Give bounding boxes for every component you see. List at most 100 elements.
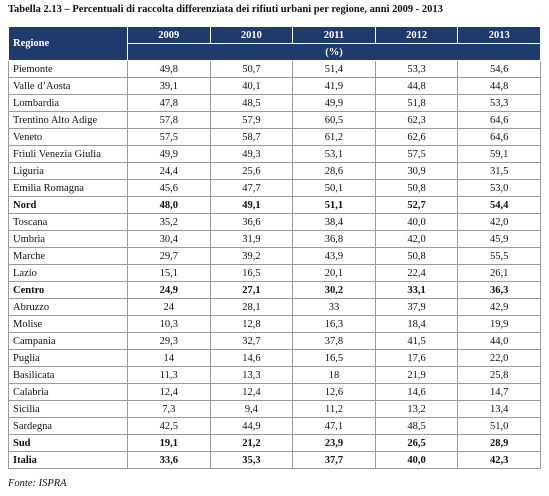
value-cell: 42,9: [457, 298, 541, 316]
value-cell: 39,2: [209, 247, 294, 265]
region-cell: Abruzzo: [8, 298, 128, 316]
value-cell: 42,3: [457, 451, 541, 469]
value-cell: 31,9: [209, 230, 294, 248]
value-cell: 25,8: [457, 366, 541, 384]
table-row: Abruzzo 24 28,1 33 37,9 42,9: [8, 298, 541, 316]
value-cell: 21,2: [209, 434, 294, 452]
value-cell: 53,0: [457, 179, 541, 197]
value-cell: 42,0: [457, 213, 541, 231]
value-cell: 13,3: [209, 366, 294, 384]
table-row: Lazio 15,1 16,5 20,1 22,4 26,1: [8, 264, 541, 282]
region-cell: Puglia: [8, 349, 128, 367]
region-cell: Lombardia: [8, 94, 128, 112]
value-cell: 51,8: [374, 94, 459, 112]
value-cell: 16,5: [292, 349, 376, 367]
value-cell: 16,3: [292, 315, 376, 333]
region-cell: Basilicata: [8, 366, 128, 384]
value-cell: 53,3: [457, 94, 541, 112]
year-header: 2011: [292, 26, 376, 44]
value-cell: 21,9: [374, 366, 459, 384]
data-table: Regione 2009 2010 2011 2012 2013 (%) Piemonte…: [8, 26, 541, 469]
table-row: Calabria 12,4 12,4 12,6 14,6 14,7: [8, 383, 541, 401]
value-cell: 57,5: [374, 145, 459, 163]
value-cell: 43,9: [292, 247, 376, 265]
value-cell: 64,6: [457, 111, 541, 129]
value-cell: 22,0: [457, 349, 541, 367]
value-cell: 35,3: [209, 451, 294, 469]
region-cell: Veneto: [8, 128, 128, 146]
value-cell: 14,6: [209, 349, 294, 367]
value-cell: 30,4: [127, 230, 211, 248]
value-cell: 49,8: [127, 60, 211, 78]
value-cell: 33,6: [127, 451, 211, 469]
value-cell: 28,6: [292, 162, 376, 180]
value-cell: 52,7: [374, 196, 459, 214]
value-cell: 12,8: [209, 315, 294, 333]
value-cell: 58,7: [209, 128, 294, 146]
table-row: Umbria 30,4 31,9 36,8 42,0 45,9: [8, 230, 541, 248]
value-cell: 33: [292, 298, 376, 316]
table-row: Toscana 35,2 36,6 38,4 40,0 42,0: [8, 213, 541, 231]
table-row: Molise 10,3 12,8 16,3 18,4 19,9: [8, 315, 541, 333]
value-cell: 54,6: [457, 60, 541, 78]
value-cell: 47,1: [292, 417, 376, 435]
value-cell: 19,9: [457, 315, 541, 333]
value-cell: 42,5: [127, 417, 211, 435]
table-row: Sicilia 7,3 9,4 11,2 13,2 13,4: [8, 400, 541, 418]
value-cell: 24: [127, 298, 211, 316]
value-cell: 37,9: [374, 298, 459, 316]
region-cell: Centro: [8, 281, 128, 299]
region-cell: Piemonte: [8, 60, 128, 78]
table-row: Marche 29,7 39,2 43,9 50,8 55,5: [8, 247, 541, 265]
region-cell: Marche: [8, 247, 128, 265]
value-cell: 33,1: [374, 281, 459, 299]
value-cell: 53,3: [374, 60, 459, 78]
value-cell: 57,9: [209, 111, 294, 129]
value-cell: 50,8: [374, 179, 459, 197]
value-cell: 12,4: [209, 383, 294, 401]
value-cell: 57,5: [127, 128, 211, 146]
value-cell: 40,0: [374, 451, 459, 469]
table-row: Nord 48,0 49,1 51,1 52,7 54,4: [8, 196, 541, 214]
value-cell: 36,3: [457, 281, 541, 299]
value-cell: 54,4: [457, 196, 541, 214]
table-row: Centro 24,9 27,1 30,2 33,1 36,3: [8, 281, 541, 299]
value-cell: 49,9: [127, 145, 211, 163]
table-body: Piemonte 49,8 50,7 51,4 53,3 54,6 Valle d’Aost…: [8, 60, 541, 469]
value-cell: 44,9: [209, 417, 294, 435]
value-cell: 41,5: [374, 332, 459, 350]
region-cell: Calabria: [8, 383, 128, 401]
value-cell: 14,7: [457, 383, 541, 401]
year-header: 2013: [457, 26, 541, 44]
value-cell: 36,6: [209, 213, 294, 231]
value-cell: 15,1: [127, 264, 211, 282]
value-cell: 61,2: [292, 128, 376, 146]
value-cell: 23,9: [292, 434, 376, 452]
region-cell: Emilia Romagna: [8, 179, 128, 197]
region-cell: Trentino Alto Adige: [8, 111, 128, 129]
value-cell: 35,2: [127, 213, 211, 231]
value-cell: 47,7: [209, 179, 294, 197]
value-cell: 49,3: [209, 145, 294, 163]
value-cell: 51,0: [457, 417, 541, 435]
region-cell: Liguria: [8, 162, 128, 180]
value-cell: 13,2: [374, 400, 459, 418]
table-row: Sardegna 42,5 44,9 47,1 48,5 51,0: [8, 417, 541, 435]
value-cell: 40,1: [209, 77, 294, 95]
table-row: Liguria 24,4 25,6 28,6 30,9 31,5: [8, 162, 541, 180]
value-cell: 29,7: [127, 247, 211, 265]
value-cell: 62,3: [374, 111, 459, 129]
table-row: Veneto 57,5 58,7 61,2 62,6 64,6: [8, 128, 541, 146]
value-cell: 44,0: [457, 332, 541, 350]
value-cell: 17,6: [374, 349, 459, 367]
table-row: Campania 29,3 32,7 37,8 41,5 44,0: [8, 332, 541, 350]
year-header: 2010: [209, 26, 294, 44]
unit-label: (%): [127, 43, 541, 61]
table-row: Basilicata 11,3 13,3 18 21,9 25,8: [8, 366, 541, 384]
table-row: Trentino Alto Adige 57,8 57,9 60,5 62,3 64,6: [8, 111, 541, 129]
table-row: Sud 19,1 21,2 23,9 26,5 28,9: [8, 434, 541, 452]
year-header: 2009: [127, 26, 211, 44]
value-cell: 27,1: [209, 281, 294, 299]
value-cell: 37,7: [292, 451, 376, 469]
